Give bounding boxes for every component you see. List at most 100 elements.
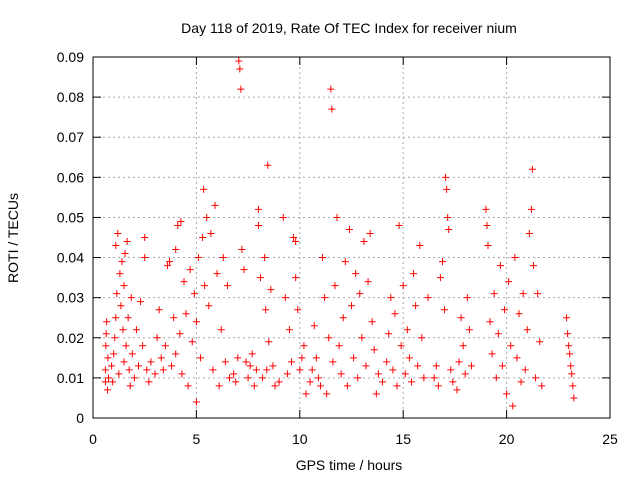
data-point — [122, 342, 130, 350]
data-point — [261, 254, 269, 262]
data-point — [271, 382, 279, 390]
data-point — [112, 314, 120, 322]
data-point — [509, 402, 517, 410]
data-point — [238, 246, 246, 254]
data-point — [126, 382, 134, 390]
data-point — [112, 242, 120, 250]
data-point — [117, 302, 125, 310]
data-point — [565, 342, 573, 350]
data-point — [215, 382, 223, 390]
data-point — [180, 278, 188, 286]
data-point — [134, 362, 142, 370]
y-tick-label: 0.05 — [57, 209, 84, 225]
data-point — [186, 266, 194, 274]
data-point — [242, 358, 250, 366]
data-point — [364, 278, 372, 286]
data-point — [300, 342, 308, 350]
data-point — [331, 282, 339, 290]
data-point — [463, 294, 471, 302]
data-point — [101, 366, 109, 374]
x-tick-label: 10 — [292, 431, 308, 447]
y-tick-label: 0.03 — [57, 290, 84, 306]
data-point — [501, 306, 509, 314]
data-point — [523, 326, 531, 334]
plot-frame — [92, 56, 611, 419]
data-point — [310, 322, 318, 330]
data-point — [447, 366, 455, 374]
data-point — [290, 234, 298, 241]
data-point — [288, 358, 296, 366]
y-tick-label: 0 — [76, 410, 84, 426]
data-point — [125, 366, 133, 374]
data-point — [194, 254, 202, 262]
data-point — [333, 213, 341, 221]
data-point — [312, 354, 320, 362]
y-tick-label: 0.01 — [57, 370, 84, 386]
data-point — [503, 390, 511, 398]
x-tick-label: 0 — [89, 431, 97, 447]
data-point — [120, 282, 128, 290]
data-point — [528, 165, 536, 173]
data-point — [153, 334, 161, 342]
data-point — [513, 354, 521, 362]
tick-labels: 0 0.01 0.02 0.03 0.04 0.05 0.06 0.07 0.08 0.09 0 5 1… — [57, 49, 618, 447]
data-point — [257, 274, 265, 282]
data-point — [141, 254, 149, 262]
data-point — [230, 370, 238, 378]
data-point — [172, 246, 180, 254]
data-point — [498, 362, 506, 370]
data-point — [566, 350, 574, 358]
data-point — [391, 310, 399, 318]
data-point — [370, 346, 378, 354]
data-point — [200, 185, 208, 193]
data-point — [534, 290, 542, 298]
data-point — [323, 390, 331, 398]
data-point — [294, 306, 302, 314]
data-point — [124, 314, 132, 322]
data-point — [356, 290, 364, 298]
data-point — [567, 362, 575, 370]
data-point — [246, 362, 254, 370]
data-point — [455, 358, 463, 366]
data-point — [401, 370, 409, 378]
data-point — [536, 338, 544, 346]
data-point — [325, 334, 333, 342]
data-point — [237, 85, 245, 93]
data-point — [434, 382, 442, 390]
data-point — [188, 338, 196, 346]
data-point — [379, 378, 387, 386]
data-point — [389, 366, 397, 374]
data-point — [190, 290, 198, 298]
data-point — [343, 382, 351, 390]
data-point — [314, 374, 322, 382]
data-point — [105, 374, 113, 382]
data-point — [360, 238, 368, 246]
data-point — [120, 358, 128, 366]
data-point — [420, 374, 428, 382]
data-point — [337, 370, 345, 378]
data-point — [511, 254, 519, 262]
data-point — [436, 274, 444, 282]
data-point — [217, 326, 225, 334]
data-point — [564, 330, 572, 338]
y-tick-label: 0.07 — [57, 129, 84, 145]
data-point — [159, 366, 167, 374]
data-point — [279, 213, 287, 221]
data-point — [505, 278, 513, 286]
data-point — [348, 302, 355, 310]
data-point — [236, 65, 244, 73]
y-tick-label: 0.04 — [57, 250, 84, 266]
data-point — [345, 225, 353, 233]
data-point — [438, 258, 446, 266]
data-point — [103, 386, 111, 394]
data-point — [275, 378, 283, 386]
data-point — [192, 318, 200, 326]
data-point — [115, 370, 123, 378]
data-point — [108, 362, 116, 370]
data-point — [182, 310, 190, 318]
data-point — [488, 350, 496, 358]
data-point — [205, 302, 213, 310]
data-point — [211, 201, 219, 209]
data-point — [123, 238, 131, 246]
